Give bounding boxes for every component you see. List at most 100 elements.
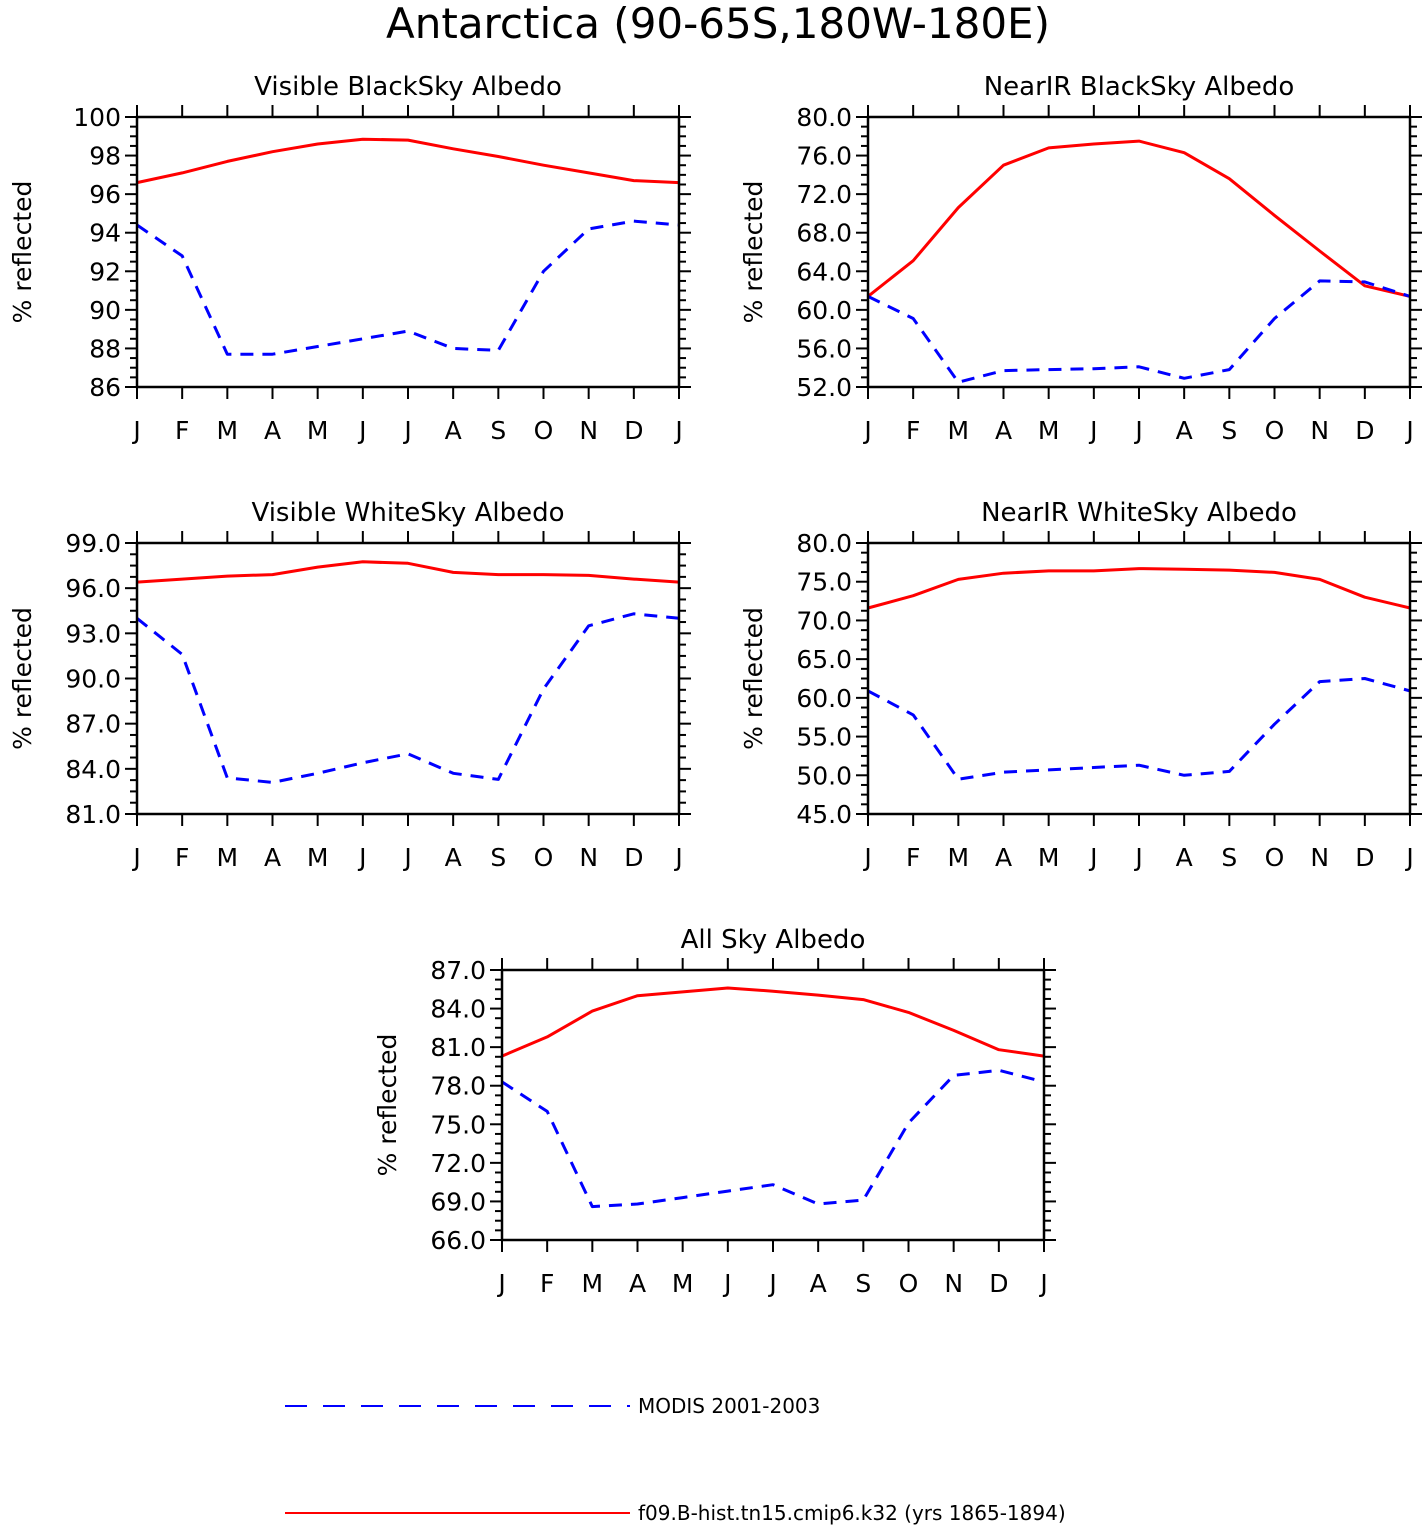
x-tick-label: A	[264, 843, 281, 872]
x-tick-label: M	[948, 843, 970, 872]
modis-series-line	[867, 677, 1411, 781]
figure-title: Antarctica (90-65S,180W-180E)	[386, 0, 1050, 48]
modis-series-line	[867, 279, 1411, 384]
x-tick-label: N	[944, 1269, 963, 1298]
x-tick-label: F	[175, 843, 189, 872]
y-axis-label: % reflected	[739, 607, 768, 750]
x-tick-label: J	[673, 843, 682, 872]
y-tick-label: 69.0	[430, 1187, 486, 1216]
chart-panel-1: Visible BlackSky Albedo % reflected 86 88 90…	[8, 72, 691, 445]
legend-modis-label: MODIS 2001-2003	[638, 1394, 820, 1418]
x-tick-label: N	[1310, 843, 1329, 872]
y-tick-label: 72.0	[430, 1149, 486, 1178]
y-tick-label: 84.0	[65, 755, 121, 784]
x-tick-label: J	[496, 1269, 505, 1298]
y-tick-label: 94	[89, 219, 121, 248]
x-tick-label: M	[307, 416, 329, 445]
y-tick-label: 50.0	[796, 761, 852, 790]
x-tick-label: S	[1221, 843, 1237, 872]
x-tick-label: D	[624, 843, 643, 872]
x-tick-label: O	[534, 843, 554, 872]
x-tick-label: J	[862, 843, 871, 872]
y-tick-label: 100	[73, 103, 121, 132]
x-tick-label: M	[948, 416, 970, 445]
x-tick-label: J	[402, 416, 411, 445]
x-tick-label: D	[1355, 416, 1374, 445]
y-tick-label: 60.0	[796, 296, 852, 325]
x-tick-label: F	[175, 416, 189, 445]
y-tick-label: 70.0	[796, 606, 852, 635]
y-axis-label: % reflected	[8, 181, 37, 324]
x-tick-label: J	[1038, 1269, 1047, 1298]
x-tick-label: O	[534, 416, 554, 445]
x-tick-label: J	[722, 1269, 731, 1298]
x-tick-label: M	[1038, 843, 1060, 872]
x-tick-label: J	[1404, 843, 1413, 872]
x-tick-label: M	[217, 843, 239, 872]
panel-title: NearIR BlackSky Albedo	[984, 72, 1295, 102]
y-tick-label: 75.0	[430, 1110, 486, 1139]
y-tick-label: 92	[89, 257, 121, 286]
x-tick-label: S	[490, 416, 506, 445]
y-tick-label: 75.0	[796, 568, 852, 597]
x-tick-label: M	[582, 1269, 604, 1298]
y-tick-label: 81.0	[430, 1033, 486, 1062]
plot-frame	[135, 541, 681, 816]
y-tick-label: 72.0	[796, 180, 852, 209]
y-tick-label: 56.0	[796, 334, 852, 363]
y-tick-label: 98	[89, 142, 121, 171]
y-tick-label: 45.0	[796, 800, 852, 829]
plot-frame	[866, 541, 1412, 816]
model-series-line	[867, 567, 1411, 610]
chart-panel-5: All Sky Albedo % reflected 66.0 69.0 72.0 75.…	[373, 925, 1056, 1298]
x-tick-label: J	[131, 416, 140, 445]
y-tick-label: 93.0	[65, 619, 121, 648]
x-tick-label: J	[767, 1269, 776, 1298]
y-tick-label: 87.0	[65, 710, 121, 739]
y-tick-label: 88	[89, 334, 121, 363]
chart-panel-3: Visible WhiteSky Albedo % reflected 81.0 84…	[8, 498, 691, 872]
y-tick-label: 65.0	[796, 645, 852, 674]
x-tick-label: A	[445, 416, 462, 445]
model-series-line	[501, 986, 1045, 1058]
plot-frame	[135, 115, 681, 389]
y-tick-label: 96	[89, 180, 121, 209]
y-tick-label: 80.0	[796, 529, 852, 558]
y-tick-label: 76.0	[796, 142, 852, 171]
panel-title: Visible BlackSky Albedo	[254, 72, 562, 102]
legend-model-label: f09.B-hist.tn15.cmip6.k32 (yrs 1865-1894…	[638, 1501, 1066, 1525]
y-tick-label: 60.0	[796, 684, 852, 713]
x-tick-label: S	[855, 1269, 871, 1298]
y-tick-label: 96.0	[65, 574, 121, 603]
x-tick-label: A	[995, 843, 1012, 872]
panels: Visible BlackSky Albedo % reflected 86 88 90…	[8, 72, 1422, 1298]
x-tick-label: N	[579, 843, 598, 872]
panel-title: Visible WhiteSky Albedo	[251, 498, 564, 528]
x-tick-label: D	[989, 1269, 1008, 1298]
x-tick-label: M	[1038, 416, 1060, 445]
y-axis-label: % reflected	[373, 1034, 402, 1177]
x-tick-label: J	[131, 843, 140, 872]
x-tick-label: A	[995, 416, 1012, 445]
y-tick-label: 64.0	[796, 257, 852, 286]
x-tick-label: J	[673, 416, 682, 445]
y-tick-label: 78.0	[430, 1072, 486, 1101]
x-tick-label: A	[810, 1269, 827, 1298]
model-series-line	[136, 560, 680, 584]
x-tick-label: F	[906, 416, 920, 445]
x-tick-label: A	[445, 843, 462, 872]
x-tick-label: J	[1133, 843, 1142, 872]
y-tick-label: 52.0	[796, 373, 852, 402]
y-axis-label: % reflected	[8, 607, 37, 750]
modis-series-line	[136, 219, 680, 356]
x-tick-label: D	[1355, 843, 1374, 872]
x-tick-label: O	[1265, 416, 1285, 445]
y-tick-label: 90.0	[65, 665, 121, 694]
y-tick-label: 80.0	[796, 103, 852, 132]
x-tick-label: O	[1265, 843, 1285, 872]
x-tick-label: A	[1176, 843, 1193, 872]
plot-frame	[500, 968, 1046, 1242]
x-tick-label: O	[899, 1269, 919, 1298]
x-tick-label: A	[264, 416, 281, 445]
y-tick-label: 68.0	[796, 219, 852, 248]
